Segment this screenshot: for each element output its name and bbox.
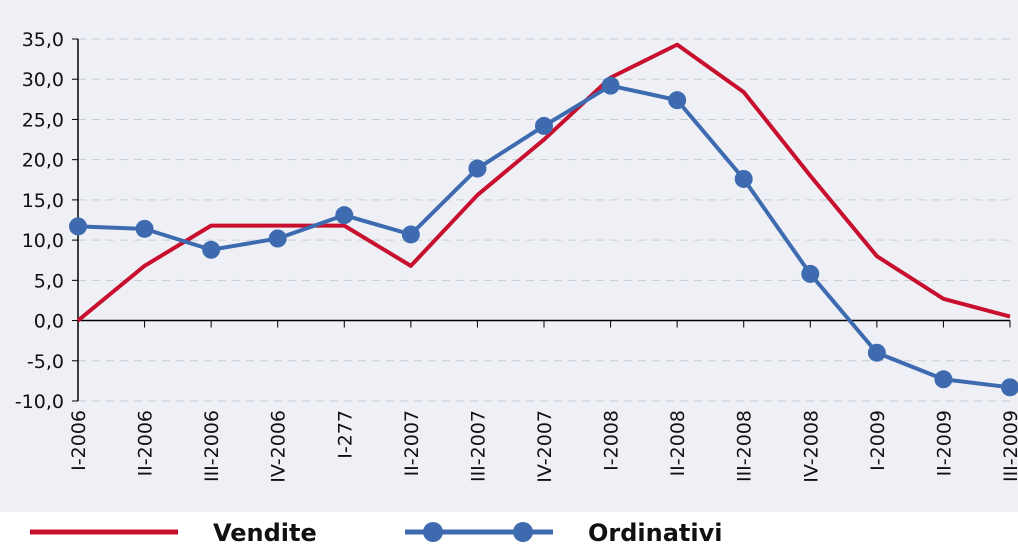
point <box>535 116 553 135</box>
legend-label: Vendite <box>213 519 317 547</box>
point <box>734 169 753 188</box>
legend-marker <box>513 522 533 542</box>
legend-label: Ordinativi <box>588 519 723 547</box>
x-tick-label: III-2006 <box>201 410 223 482</box>
x-tick-label: III-2008 <box>734 410 756 482</box>
x-tick-label: II-2007 <box>401 410 423 476</box>
x-tick-label: III-2007 <box>467 410 489 482</box>
y-tick-label: 20,0 <box>22 150 64 172</box>
x-tick-label: III-2009 <box>1000 410 1018 482</box>
y-tick-label: 25,0 <box>22 109 64 131</box>
point <box>468 159 487 178</box>
point <box>335 206 354 225</box>
x-tick-label: I-2008 <box>601 410 623 471</box>
x-tick-label: IV-2006 <box>268 410 290 483</box>
point <box>202 240 221 259</box>
x-tick-label: IV-2008 <box>800 410 822 483</box>
y-tick-label: 15,0 <box>22 190 64 212</box>
x-tick-label: I-2006 <box>68 410 90 471</box>
point <box>801 264 820 283</box>
point <box>934 370 953 389</box>
point <box>601 76 620 95</box>
plot-background <box>0 0 1018 512</box>
x-tick-label: I-277 <box>334 410 356 459</box>
point <box>268 229 287 248</box>
x-tick-label: II-2009 <box>933 410 955 476</box>
x-tick-label: II-2008 <box>667 410 689 476</box>
point <box>135 219 154 238</box>
y-tick-label: 5,0 <box>34 270 64 292</box>
y-tick-label: 30,0 <box>22 69 64 91</box>
y-tick-label: 0,0 <box>34 311 64 333</box>
legend-marker <box>423 522 443 542</box>
point <box>69 217 87 236</box>
point <box>401 225 420 244</box>
x-tick-label: I-2009 <box>867 410 889 471</box>
y-tick-label: -10,0 <box>15 391 64 413</box>
y-tick-label: -5,0 <box>27 351 64 373</box>
point <box>867 343 886 362</box>
x-tick-label: II-2006 <box>135 410 157 476</box>
series-line <box>76 42 1011 323</box>
x-tick-label: IV-2007 <box>534 410 556 483</box>
point <box>1001 378 1018 397</box>
y-tick-label: 35,0 <box>22 29 64 51</box>
y-tick-label: 10,0 <box>22 230 64 252</box>
point <box>668 91 687 110</box>
